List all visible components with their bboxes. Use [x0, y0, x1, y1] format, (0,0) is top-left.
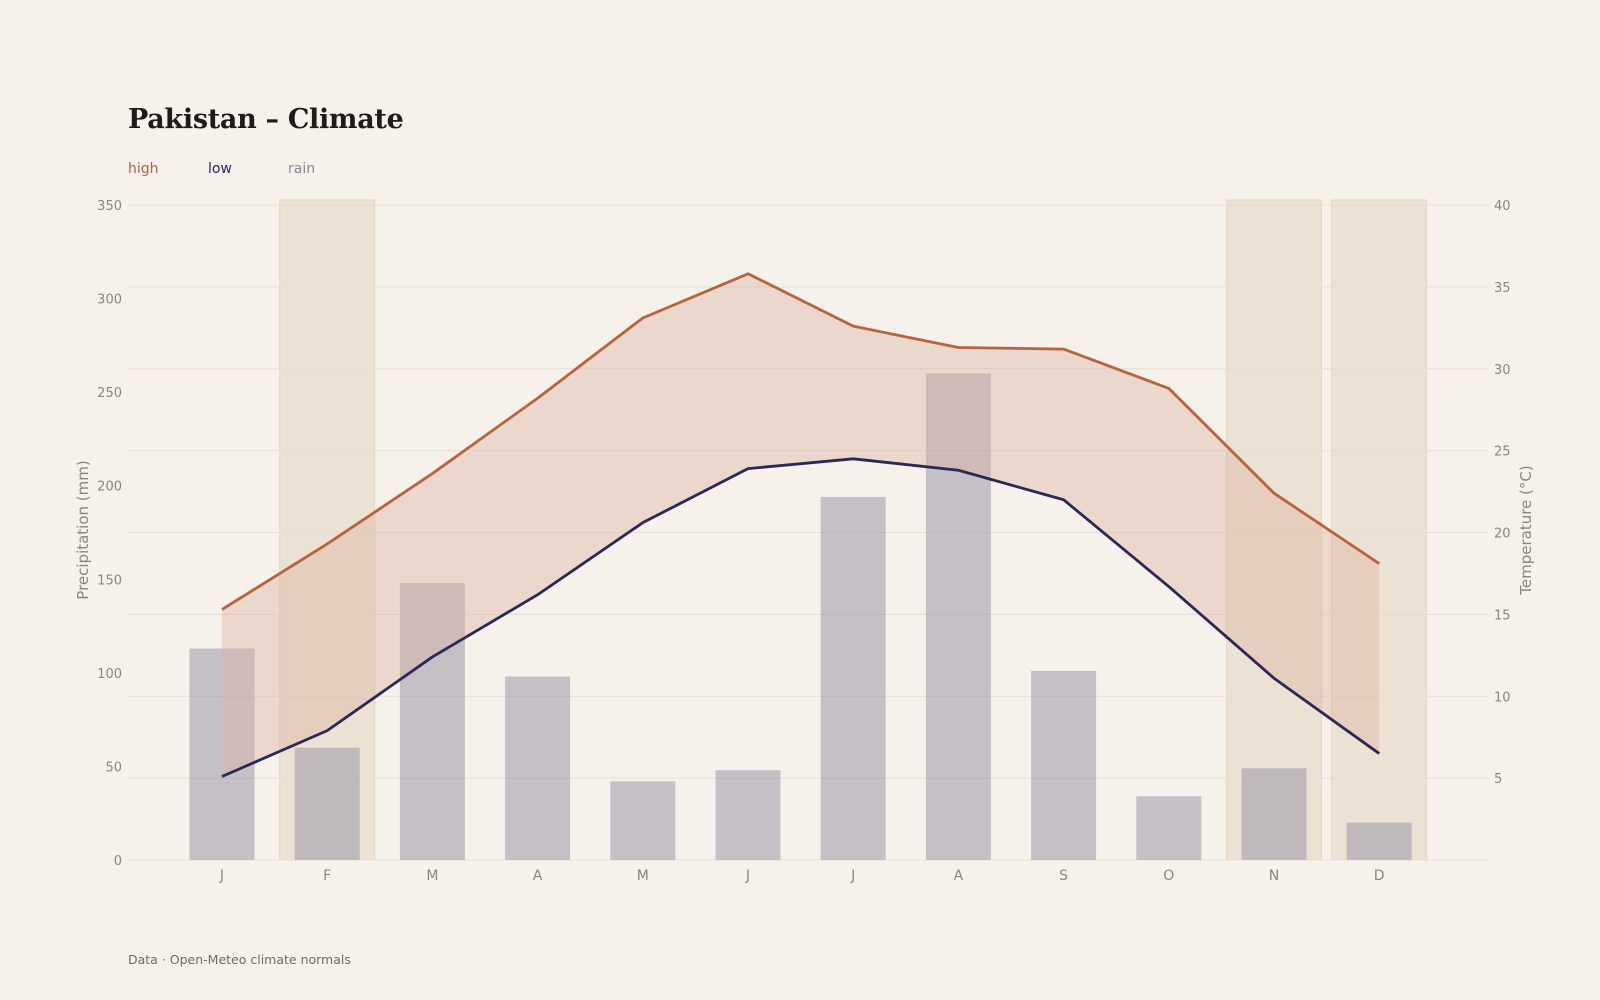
rain-bar — [294, 747, 360, 860]
rain-bar — [1241, 768, 1307, 860]
high-temperature-line — [221, 272, 1380, 611]
x-tick-label: N — [1269, 868, 1279, 884]
rain-bar — [1346, 822, 1412, 860]
legend-low: low — [208, 161, 232, 177]
y-left-tick-label: 350 — [97, 199, 122, 214]
low-temperature-line — [221, 457, 1381, 778]
rain-bar — [1031, 670, 1097, 860]
rain-bars — [189, 373, 1412, 860]
y-left-tick-label: 150 — [97, 573, 122, 588]
source-note: Data · Open-Meteo climate normals — [128, 952, 351, 967]
temperature-lines — [221, 272, 1381, 778]
rain-bar — [505, 676, 571, 860]
highlight-column — [1226, 199, 1322, 861]
rain-bar — [399, 583, 465, 860]
y-right-tick-label: 40 — [1494, 199, 1511, 214]
rain-bar — [610, 781, 676, 860]
y-right-tick-label: 30 — [1494, 363, 1511, 378]
x-tick-label: M — [637, 868, 649, 884]
y-right-tick-label: 35 — [1494, 281, 1511, 296]
rain-bar — [1136, 796, 1202, 860]
y-right-tick-label: 5 — [1494, 772, 1502, 787]
x-tick-label: A — [954, 868, 964, 884]
x-tick-label: J — [745, 868, 750, 884]
x-tick-label: M — [426, 868, 438, 884]
temperature-range-band — [222, 273, 1380, 777]
y-right-tick-label: 10 — [1494, 690, 1511, 705]
y-left-tick-label: 250 — [97, 386, 122, 401]
legend-high: high — [128, 161, 159, 177]
y-axis-left-title: Precipitation (mm) — [74, 460, 92, 599]
axis-ticks: 0 50 100 150 200 250 300 350 5 10 15 20 25 30 35 40 J F M A… — [97, 199, 1510, 884]
rain-bar — [715, 770, 781, 860]
y-right-tick-label: 25 — [1494, 445, 1511, 460]
x-tick-label: D — [1374, 868, 1385, 884]
rain-bar — [820, 496, 886, 860]
temperature-band — [222, 273, 1380, 777]
y-left-tick-label: 100 — [97, 667, 122, 682]
x-tick-label: O — [1163, 868, 1174, 884]
y-left-tick-label: 0 — [114, 854, 122, 869]
x-tick-label: S — [1059, 868, 1068, 884]
rain-bar — [189, 648, 255, 860]
chart-title: Pakistan – Climate — [128, 104, 404, 135]
y-left-tick-label: 300 — [97, 293, 122, 308]
x-tick-label: F — [323, 868, 331, 884]
legend-rain: rain — [288, 161, 316, 177]
highlight-column — [1331, 199, 1428, 861]
y-axis-right-title: Temperature (°C) — [1517, 465, 1535, 595]
x-tick-label: J — [850, 868, 855, 884]
y-left-tick-label: 50 — [105, 760, 122, 775]
rain-bar — [925, 373, 991, 860]
y-right-tick-label: 20 — [1494, 527, 1511, 542]
x-tick-label: A — [533, 868, 543, 884]
x-tick-label: J — [219, 868, 224, 884]
y-right-tick-label: 15 — [1494, 608, 1511, 623]
y-left-tick-label: 200 — [97, 480, 122, 495]
